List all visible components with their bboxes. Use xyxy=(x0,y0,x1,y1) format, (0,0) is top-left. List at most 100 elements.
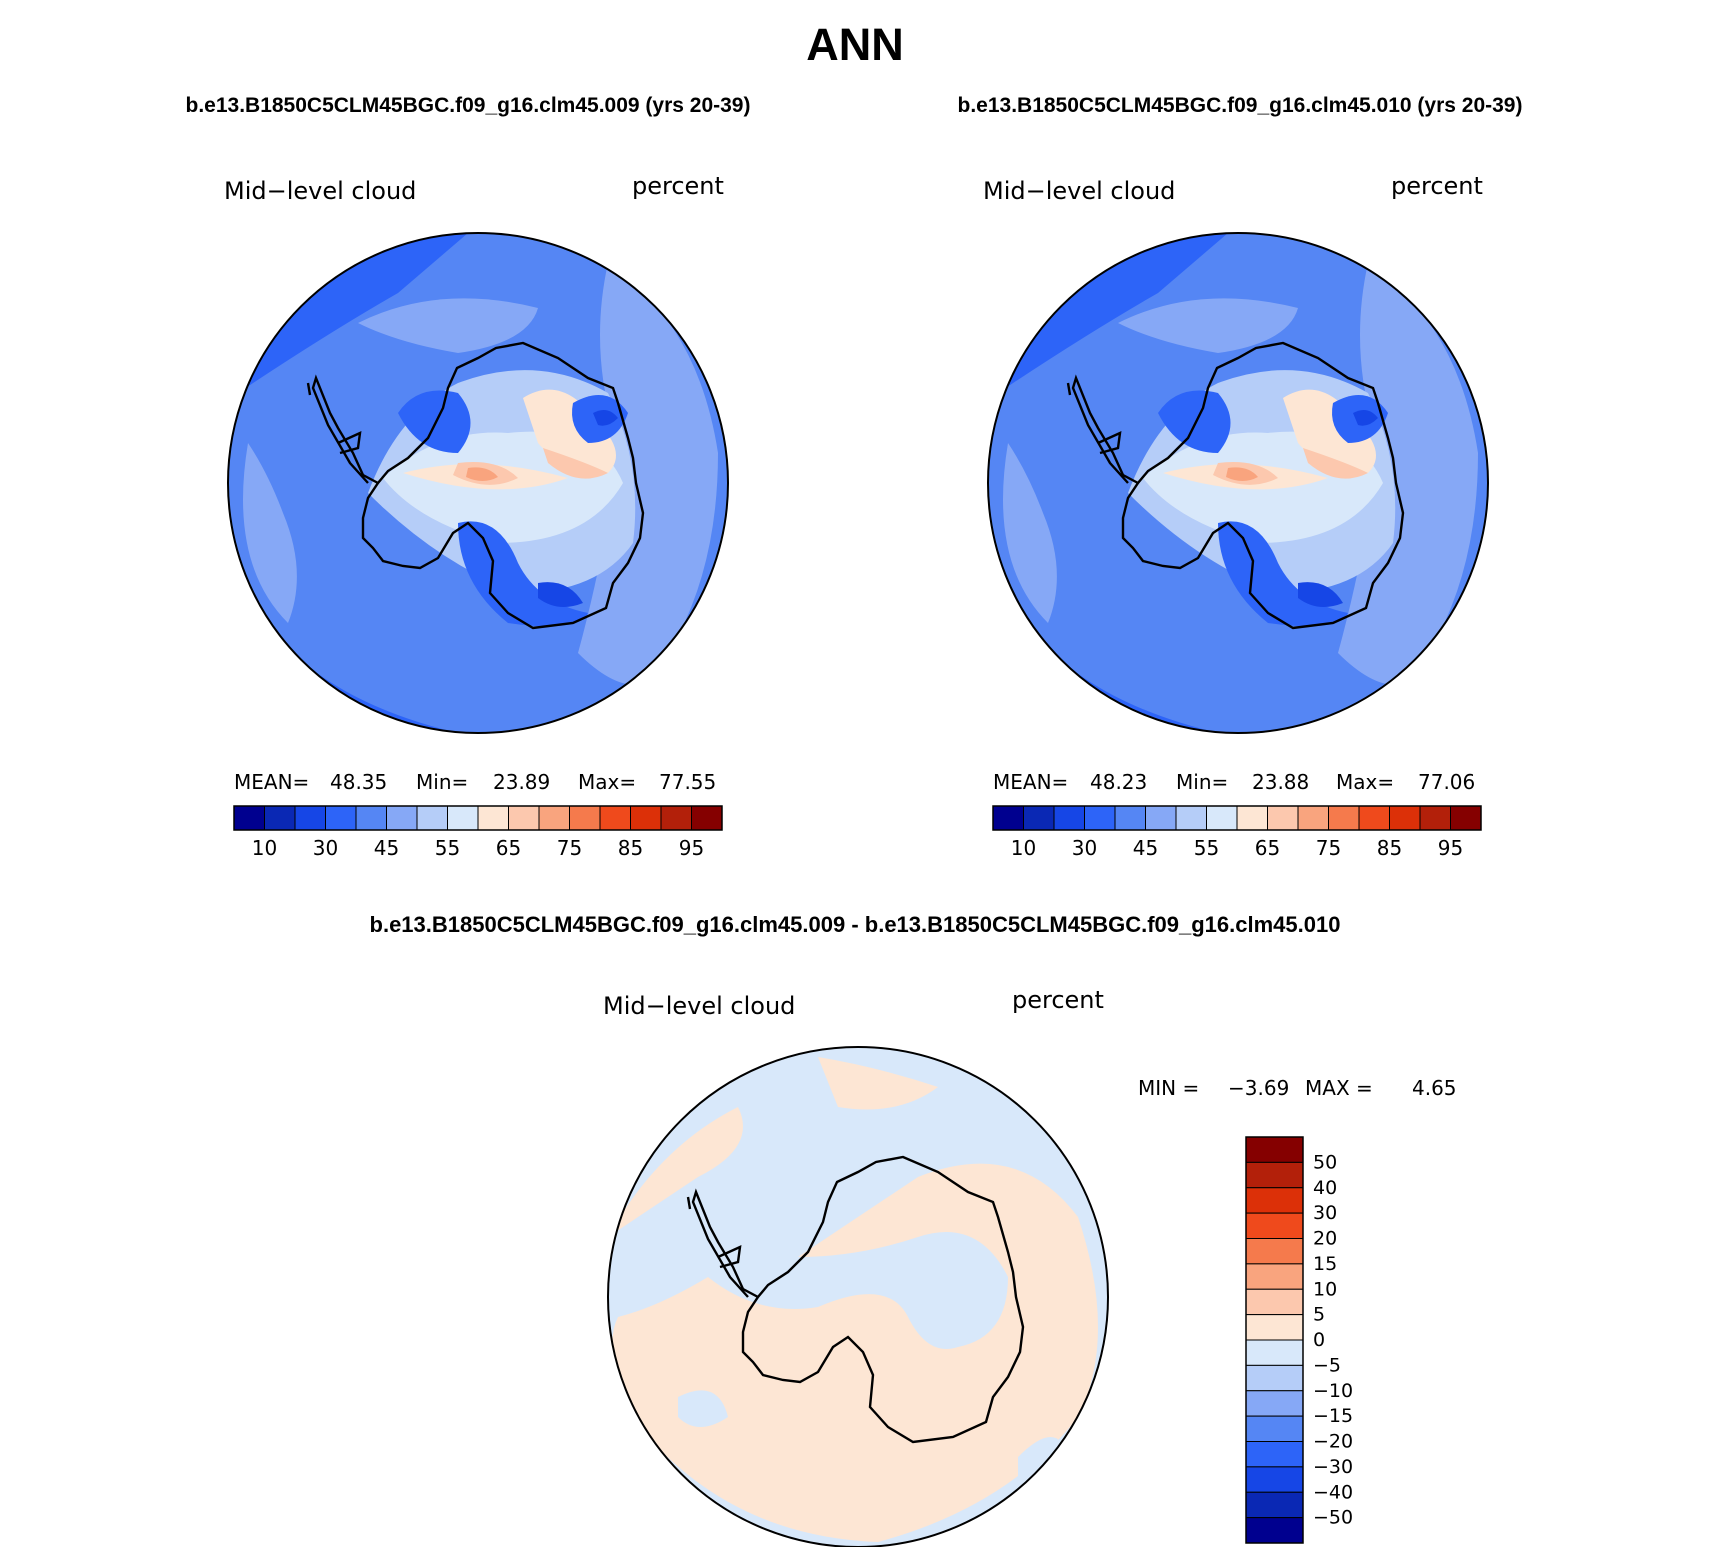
colorbar-tick-label: 10 xyxy=(252,836,277,860)
colorbar-swatch xyxy=(1245,1314,1304,1341)
max-value: 77.06 xyxy=(1418,770,1475,794)
colorbar-swatch xyxy=(233,805,265,831)
colorbar-swatch xyxy=(1053,805,1085,831)
colorbar-swatch xyxy=(1245,1238,1304,1265)
colorbar-swatch xyxy=(1328,805,1360,831)
colorbar-tick-label: 30 xyxy=(313,836,338,860)
colorbar-tick-label: 10 xyxy=(1313,1278,1337,1300)
colorbar-tick-label: −15 xyxy=(1313,1405,1353,1427)
panel-units-label: percent xyxy=(1391,172,1483,200)
colorbar-swatch xyxy=(1245,1212,1304,1239)
figure-title: ANN xyxy=(806,19,904,70)
colorbar-swatch xyxy=(1245,1339,1304,1366)
case-b-title: b.e13.B1850C5CLM45BGC.f09_g16.clm45.010 … xyxy=(958,94,1523,117)
mean-label: MEAN= xyxy=(993,770,1068,794)
map-panel-case-b: Mid−level cloud percent MEAN= 48.23 Min=… xyxy=(983,172,1489,860)
min-value: 23.88 xyxy=(1252,770,1309,794)
panel-variable-label: Mid−level cloud xyxy=(603,992,795,1020)
colorbar-frame xyxy=(992,805,1482,831)
min-label: Min= xyxy=(1176,770,1228,794)
colorbar-tick-label: 55 xyxy=(1194,836,1219,860)
colorbar-tick-label: −10 xyxy=(1313,1380,1353,1402)
stats-line: MEAN= 48.23 Min= 23.88 Max= 77.06 xyxy=(993,770,1475,794)
colorbar-tick-label: −5 xyxy=(1313,1354,1341,1376)
min-label: Min= xyxy=(416,770,468,794)
panel-variable-label: Mid−level cloud xyxy=(224,177,416,205)
colorbar-tick-label: 20 xyxy=(1313,1228,1337,1250)
colorbar-swatch xyxy=(355,805,387,831)
colorbar-swatch xyxy=(1389,805,1421,831)
colorbar-tick-label: 95 xyxy=(679,836,704,860)
mean-label: MEAN= xyxy=(234,770,309,794)
colorbar-swatch xyxy=(630,805,662,831)
colorbar-swatch xyxy=(325,805,357,831)
colorbar-swatch xyxy=(1245,1517,1304,1544)
colorbar-swatch xyxy=(447,805,479,831)
colorbar-swatch xyxy=(508,805,540,831)
colorbar-tick-label: 85 xyxy=(1377,836,1402,860)
colorbar-tick-label: −30 xyxy=(1313,1456,1353,1478)
colorbar-swatch xyxy=(1175,805,1207,831)
colorbar-swatch xyxy=(1358,805,1390,831)
colorbar-swatch xyxy=(1245,1415,1304,1442)
colorbar-swatch xyxy=(1245,1441,1304,1468)
colorbar-tick-label: 95 xyxy=(1438,836,1463,860)
max-value: 4.65 xyxy=(1412,1076,1457,1100)
max-label: Max= xyxy=(1336,770,1394,794)
colorbar-tick-label: −50 xyxy=(1313,1507,1353,1529)
colorbar-swatch xyxy=(1114,805,1146,831)
mean-value: 48.23 xyxy=(1090,770,1147,794)
colorbar-tick-label: 85 xyxy=(618,836,643,860)
colorbar-swatch xyxy=(264,805,296,831)
max-label: Max= xyxy=(578,770,636,794)
colorbar-tick-label: 30 xyxy=(1313,1202,1337,1224)
colorbar-swatch xyxy=(386,805,418,831)
difference-title: b.e13.B1850C5CLM45BGC.f09_g16.clm45.009 … xyxy=(370,912,1341,937)
colorbar-swatch xyxy=(1245,1466,1304,1493)
colorbar-swatch xyxy=(1245,1364,1304,1392)
panel-variable-label: Mid−level cloud xyxy=(983,177,1175,205)
colorbar-tick-label: 40 xyxy=(1313,1177,1337,1199)
polar-map xyxy=(227,232,729,734)
colorbar-swatch xyxy=(1206,805,1238,831)
colorbar-swatch xyxy=(1245,1187,1304,1214)
panel-units-label: percent xyxy=(632,172,724,200)
colorbar: 10 30 45 55 65 75 85 95 xyxy=(992,805,1482,860)
colorbar-swatch xyxy=(1419,805,1451,831)
polar-map xyxy=(987,232,1489,734)
colorbar-tick-label: 75 xyxy=(557,836,582,860)
colorbar-swatch xyxy=(691,805,723,831)
mean-value: 48.35 xyxy=(330,770,387,794)
colorbar-swatch xyxy=(1245,1263,1304,1290)
colorbar-swatch xyxy=(1023,805,1055,831)
colorbar-swatch xyxy=(1245,1288,1304,1316)
colorbar: 10 30 45 55 65 75 85 95 xyxy=(233,805,723,860)
colorbar-swatch xyxy=(1297,805,1329,831)
colorbar-tick-label: 5 xyxy=(1313,1304,1325,1326)
max-value: 77.55 xyxy=(659,770,716,794)
colorbar-tick-label: 55 xyxy=(435,836,460,860)
colorbar-swatch xyxy=(1084,805,1116,831)
colorbar-swatch xyxy=(1245,1491,1304,1519)
colorbar-tick-label: 65 xyxy=(1255,836,1280,860)
stats-line: MEAN= 48.35 Min= 23.89 Max= 77.55 xyxy=(234,770,716,794)
colorbar-tick-label: 10 xyxy=(1011,836,1036,860)
colorbar-frame xyxy=(233,805,723,831)
colorbar-swatch xyxy=(1267,805,1299,831)
min-label: MIN = xyxy=(1138,1076,1199,1100)
colorbar-tick-label: 30 xyxy=(1072,836,1097,860)
colorbar-tick-label: −20 xyxy=(1313,1431,1353,1453)
colorbar-swatch xyxy=(1245,1161,1304,1189)
map-panel-difference: Mid−level cloud percent MIN = −3.69 MAX … xyxy=(603,986,1457,1547)
colorbar-swatch xyxy=(1245,1136,1304,1163)
colorbar-swatch xyxy=(660,805,692,831)
colorbar-tick-label: 45 xyxy=(1133,836,1158,860)
colorbar-swatch xyxy=(538,805,570,831)
colorbar-swatch xyxy=(992,805,1024,831)
colorbar-tick-label: 45 xyxy=(374,836,399,860)
colorbar-swatch xyxy=(1145,805,1177,831)
colorbar-swatch xyxy=(294,805,326,831)
colorbar-tick-label: −40 xyxy=(1313,1481,1353,1503)
